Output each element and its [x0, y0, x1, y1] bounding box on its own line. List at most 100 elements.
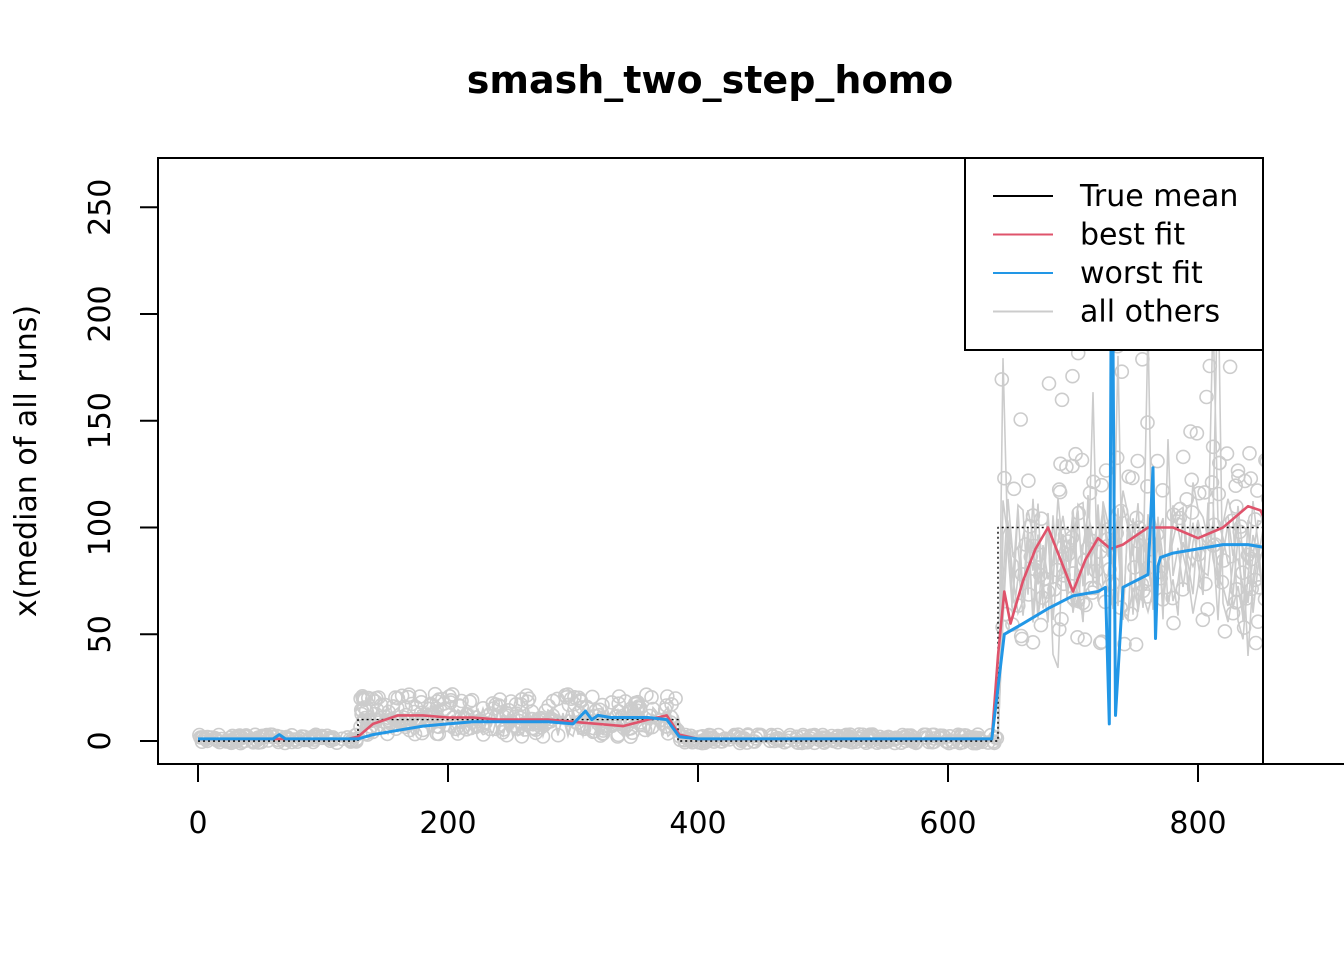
other-run-point [1240, 547, 1256, 563]
other-run-point [1324, 728, 1337, 741]
other-run-point [1282, 432, 1295, 445]
other-run-point [329, 735, 345, 751]
x-tick-label: 200 [419, 806, 476, 841]
other-run-point [1179, 491, 1194, 507]
other-run-point [1296, 481, 1309, 494]
other-run-point [1250, 483, 1263, 498]
other-run-point [726, 729, 742, 745]
other-run-point [431, 692, 447, 707]
other-run-point [1298, 447, 1311, 460]
other-run-point [1225, 605, 1241, 621]
y-axis-label: x(median of all runs) [9, 305, 44, 617]
other-run-point [1259, 455, 1263, 468]
other-run-point [492, 699, 508, 714]
other-run-point [1155, 482, 1170, 498]
other-run-point [1078, 597, 1093, 613]
other-run-point [388, 690, 403, 705]
other-run-point [194, 734, 210, 750]
other-run-point [1271, 628, 1284, 641]
other-run-point [1288, 601, 1301, 614]
other-run-point [1214, 574, 1230, 590]
other-run-point [1281, 627, 1294, 640]
other-run-point [1211, 486, 1226, 502]
other-run-point [1331, 737, 1344, 750]
other-run-point [1143, 541, 1159, 557]
other-run-point [1070, 629, 1085, 645]
other-run-point [535, 729, 551, 744]
other-run-point [1271, 512, 1284, 525]
other-run-point [807, 735, 822, 751]
other-run-point [659, 689, 675, 704]
other-run-point [1183, 424, 1198, 439]
plot-area [192, 163, 1344, 751]
other-run-point [1291, 490, 1304, 503]
other-run-point [232, 728, 247, 743]
other-run-point [1307, 459, 1320, 472]
other-run-line [197, 355, 1263, 744]
other-run-point [611, 696, 627, 712]
other-run-point [1339, 730, 1344, 743]
other-run-point [994, 372, 1010, 387]
other-run-point [1018, 537, 1033, 552]
other-run-point [1052, 622, 1067, 637]
other-run-point [1313, 727, 1326, 740]
other-run-point [1295, 452, 1308, 465]
other-run-point [1265, 279, 1278, 292]
other-run-point [1217, 624, 1233, 639]
other-run-point [1025, 634, 1041, 650]
other-run-point [1021, 473, 1036, 489]
other-run-point [863, 733, 879, 749]
y-tick-label: 100 [83, 499, 118, 556]
other-run-point [499, 727, 515, 743]
other-run-point [838, 733, 854, 749]
other-run-point [1281, 573, 1294, 586]
other-run-point [1293, 454, 1306, 467]
other-run-point [1135, 351, 1150, 367]
other-run-point [1250, 614, 1263, 629]
other-run-point [1129, 510, 1144, 526]
other-run-point [1025, 508, 1041, 523]
other-run-point [1127, 560, 1142, 575]
other-run-point [1322, 726, 1335, 739]
x-axis: 02004006008001000 [188, 763, 1344, 841]
other-run-point [1088, 563, 1104, 579]
other-run-point [1335, 727, 1344, 740]
other-run-point [1094, 477, 1109, 493]
other-run-point [1232, 524, 1247, 540]
other-run-point [475, 727, 491, 742]
other-run-point [1322, 726, 1335, 739]
other-run-point [1300, 482, 1313, 495]
other-run-point [1105, 576, 1121, 591]
all-others-series-group [192, 267, 1344, 751]
other-run-point [1228, 594, 1244, 610]
other-run-point [625, 725, 640, 741]
other-run-point [1260, 493, 1263, 505]
other-run-point [1065, 368, 1080, 384]
other-run-point [1205, 439, 1221, 455]
other-run-point [1233, 519, 1249, 534]
y-tick-label: 150 [83, 392, 118, 449]
other-run-point [1247, 572, 1263, 588]
other-run-point [830, 728, 846, 744]
other-run-point [442, 688, 457, 704]
other-run-point [475, 700, 491, 716]
other-run-point [593, 728, 608, 743]
other-run-point [1248, 635, 1263, 651]
y-axis: 0 50 100 150 200 250 [83, 179, 159, 751]
other-run-point [1315, 730, 1328, 743]
other-run-point [1212, 455, 1227, 471]
other-run-point [550, 727, 566, 743]
other-run-point [1340, 729, 1344, 742]
other-run-point [514, 729, 530, 744]
other-run-point [284, 727, 300, 743]
other-run-point [1333, 734, 1344, 747]
other-run-point [1021, 587, 1037, 602]
other-run-point [574, 719, 590, 735]
other-run-point [1198, 576, 1213, 592]
other-run-point [431, 726, 447, 742]
other-run-point [1287, 514, 1300, 527]
other-run-point [1052, 484, 1068, 500]
main-series-group [198, 163, 1263, 742]
other-run-point [1114, 364, 1130, 380]
